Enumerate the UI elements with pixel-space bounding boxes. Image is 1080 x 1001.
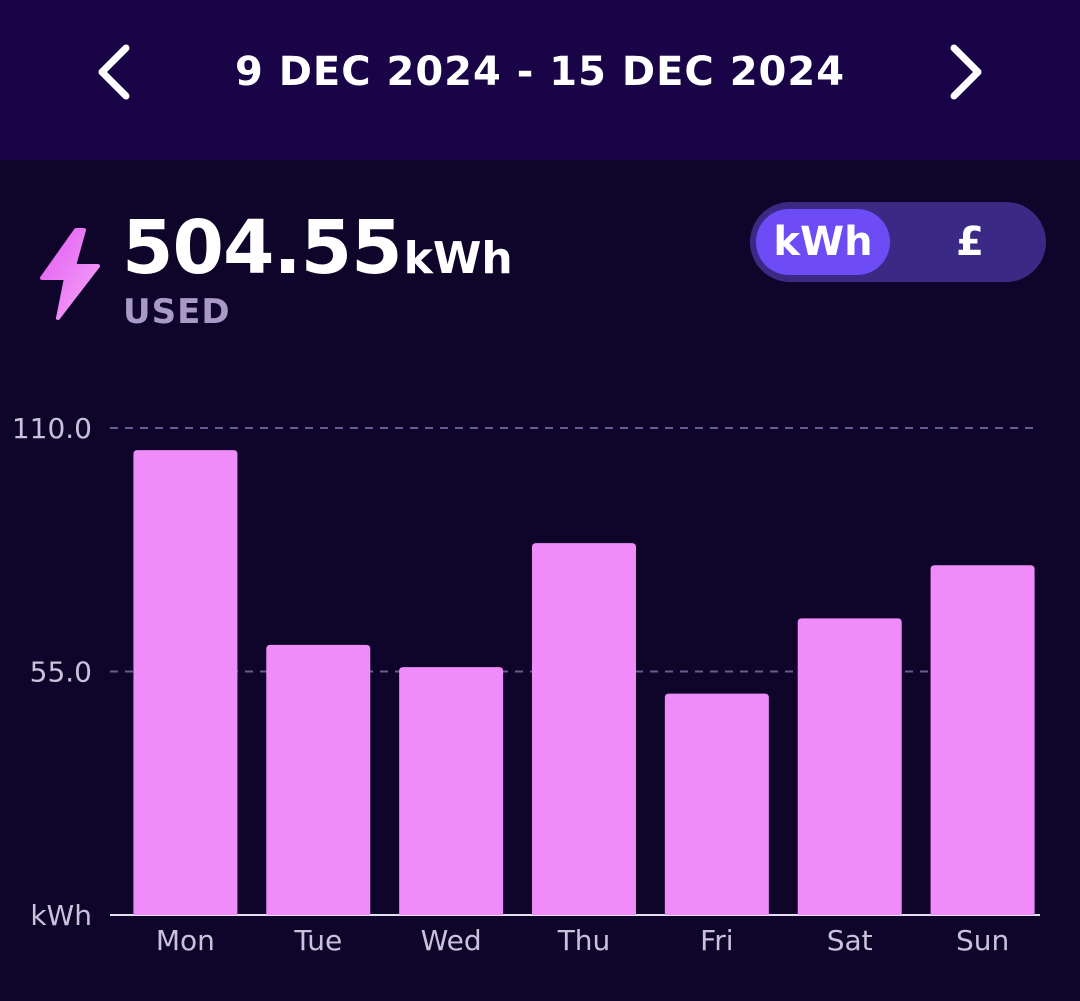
next-week-button[interactable] bbox=[930, 36, 1002, 108]
bar-tue[interactable] bbox=[266, 644, 371, 915]
total-usage-value: 504.55 bbox=[122, 205, 403, 291]
bar-sat[interactable] bbox=[797, 618, 902, 915]
total-usage: 504.55kWh bbox=[122, 205, 513, 295]
bar-thu[interactable] bbox=[532, 543, 636, 915]
unit-toggle[interactable]: kWh £ bbox=[750, 202, 1046, 282]
used-label: USED bbox=[123, 292, 231, 332]
x-tick-label: Fri bbox=[700, 924, 733, 957]
y-tick-label: 55.0 bbox=[30, 656, 92, 689]
toggle-kwh-option[interactable]: kWh bbox=[756, 209, 890, 275]
chevron-left-icon bbox=[98, 44, 130, 100]
x-tick-label: Mon bbox=[156, 924, 215, 957]
bar-fri[interactable] bbox=[664, 693, 769, 915]
y-axis-unit-label: kWh bbox=[30, 899, 92, 932]
chevron-right-icon bbox=[950, 44, 982, 100]
bar-sun[interactable] bbox=[930, 565, 1035, 915]
lightning-bolt-icon bbox=[40, 228, 100, 320]
x-tick-label: Wed bbox=[421, 924, 482, 957]
x-tick-label: Tue bbox=[293, 924, 342, 957]
previous-week-button[interactable] bbox=[78, 36, 150, 108]
y-tick-label: 110.0 bbox=[12, 412, 92, 445]
x-tick-label: Thu bbox=[557, 924, 611, 957]
total-usage-unit: kWh bbox=[403, 233, 513, 284]
date-range-title: 9 DEC 2024 - 15 DEC 2024 bbox=[234, 49, 846, 95]
toggle-pound-option[interactable]: £ bbox=[956, 219, 984, 265]
x-tick-label: Sun bbox=[956, 924, 1009, 957]
bar-mon[interactable] bbox=[133, 450, 238, 915]
date-navigation-header: 9 DEC 2024 - 15 DEC 2024 bbox=[0, 0, 1080, 160]
x-tick-label: Sat bbox=[827, 924, 873, 957]
bar-wed[interactable] bbox=[399, 667, 504, 915]
